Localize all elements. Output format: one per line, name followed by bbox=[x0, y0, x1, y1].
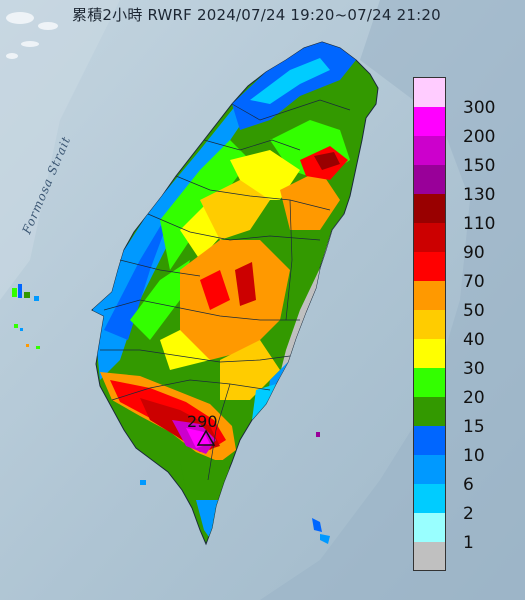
legend-label: 6 bbox=[463, 475, 474, 495]
legend-swatch bbox=[414, 426, 446, 455]
legend-swatch bbox=[414, 78, 446, 107]
penghu-islands bbox=[12, 284, 40, 349]
legend-swatch bbox=[414, 252, 446, 281]
rainfall-overlay bbox=[92, 42, 356, 544]
cloud-specks bbox=[6, 12, 58, 59]
legend-swatch bbox=[414, 484, 446, 513]
legend-label: 10 bbox=[463, 446, 485, 466]
legend-label: 90 bbox=[463, 243, 485, 263]
legend-swatch bbox=[414, 368, 446, 397]
legend-label: 50 bbox=[463, 301, 485, 321]
peak-triangle-icon bbox=[196, 429, 216, 446]
legend-swatch bbox=[414, 194, 446, 223]
legend-frame bbox=[413, 77, 446, 571]
legend-label: 150 bbox=[463, 156, 496, 176]
legend-label: 20 bbox=[463, 388, 485, 408]
rainfall-legend: 300 200 150 130 110 90 70 50 40 30 20 15 10 6 2 1 bbox=[411, 76, 517, 572]
map-title: 累積2小時 RWRF 2024/07/24 19:20~07/24 21:20 bbox=[72, 6, 441, 24]
legend-swatch bbox=[414, 165, 446, 194]
legend-swatch bbox=[414, 107, 446, 136]
legend-swatch bbox=[414, 223, 446, 252]
legend-label: 40 bbox=[463, 330, 485, 350]
legend-label: 30 bbox=[463, 359, 485, 379]
legend-label: 1 bbox=[463, 533, 474, 553]
legend-label: 2 bbox=[463, 504, 474, 524]
seafloor-shading bbox=[260, 0, 525, 600]
legend-label: 200 bbox=[463, 127, 496, 147]
legend-swatch bbox=[414, 542, 446, 571]
legend-label: 300 bbox=[463, 98, 496, 118]
seafloor-shading-2 bbox=[0, 0, 120, 300]
legend-swatch bbox=[414, 455, 446, 484]
county-boundaries bbox=[100, 99, 351, 481]
peak-value-label: 290 bbox=[187, 412, 218, 431]
legend-label: 130 bbox=[463, 185, 496, 205]
legend-label: 70 bbox=[463, 272, 485, 292]
legend-swatch bbox=[414, 136, 446, 165]
legend-label: 110 bbox=[463, 214, 496, 234]
legend-swatch bbox=[414, 339, 446, 368]
legend-label: 15 bbox=[463, 417, 485, 437]
legend-swatch bbox=[414, 513, 446, 542]
legend-swatch bbox=[414, 310, 446, 339]
offshore-islands bbox=[140, 432, 330, 544]
legend-swatch bbox=[414, 281, 446, 310]
legend-swatch bbox=[414, 397, 446, 426]
